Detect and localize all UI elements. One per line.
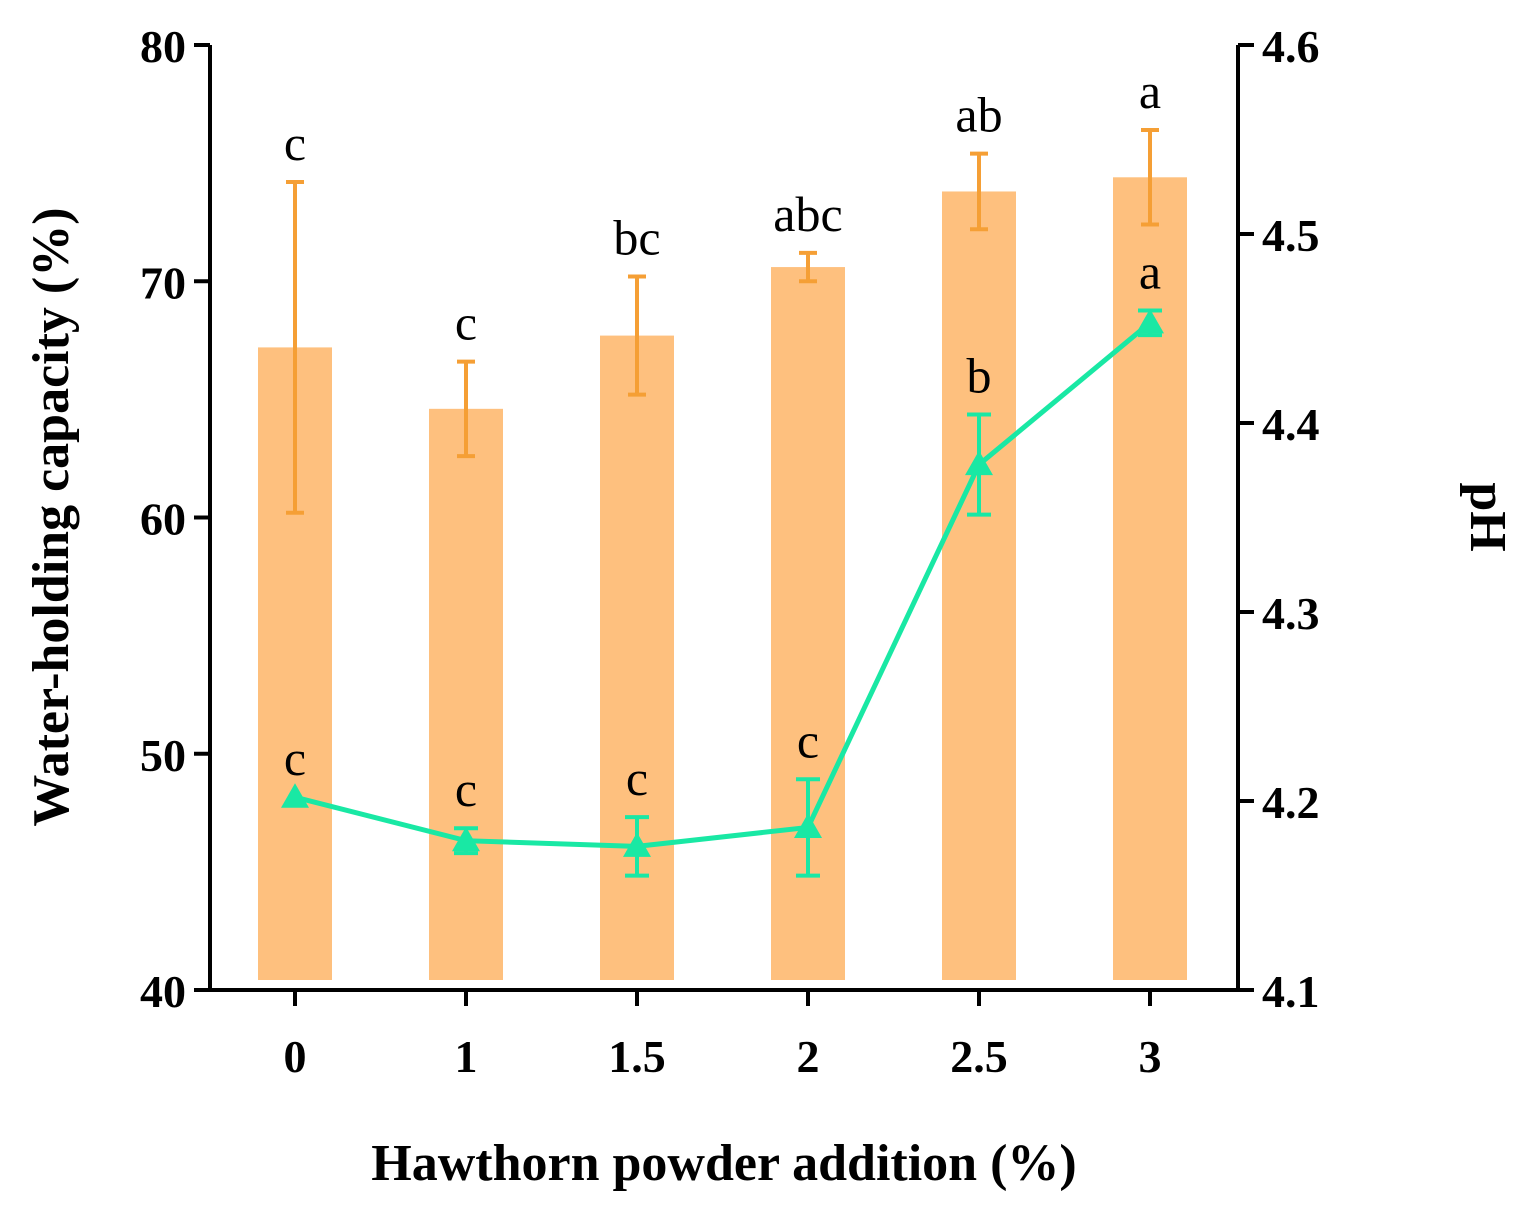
bar-1.5 — [600, 335, 674, 980]
bar-series — [258, 177, 1187, 981]
y2-tick-label-4.3: 4.3 — [1262, 588, 1320, 639]
y-tick-label-50: 50 — [140, 730, 186, 781]
x-axis-title: Hawthorn powder addition (%) — [371, 1135, 1076, 1192]
ph-point-2.5 — [965, 450, 993, 476]
bar-error-bars — [286, 128, 1159, 515]
bar-sig-label-1.5: bc — [613, 210, 660, 266]
bar-sig-label-1: c — [455, 295, 477, 351]
ph-sig-label-3: a — [1139, 244, 1161, 300]
ph-line — [294, 320, 1152, 849]
y-tick-label-60: 60 — [140, 494, 186, 545]
y2-tick-label-4.4: 4.4 — [1262, 399, 1320, 450]
x-tick-label-2: 2 — [797, 1031, 820, 1082]
x-tick-label-3: 3 — [1139, 1031, 1162, 1082]
significance-labels: c c bc abc ab a c c c c b a — [284, 63, 1161, 817]
ph-sig-label-2.5: b — [967, 347, 992, 403]
y2-tick-label-4.6: 4.6 — [1262, 21, 1320, 72]
bar-sig-label-3: a — [1139, 63, 1161, 119]
ph-sig-label-1.5: c — [626, 750, 648, 806]
ph-point-3 — [1136, 308, 1164, 334]
x-tick-label-1.5: 1.5 — [608, 1031, 666, 1082]
ph-sig-label-0: c — [284, 730, 306, 786]
y-tick-label-70: 70 — [140, 257, 186, 308]
ph-sig-label-2: c — [797, 712, 819, 768]
y2-tick-label-4.1: 4.1 — [1262, 966, 1320, 1017]
ph-point-0 — [281, 783, 309, 808]
ph-point-1 — [452, 826, 480, 852]
bar-sig-label-0: c — [284, 115, 306, 171]
ph-sig-label-1: c — [455, 761, 477, 817]
bar-1 — [429, 408, 503, 980]
y-tick-label-40: 40 — [140, 966, 186, 1017]
x-tick-label-0: 0 — [284, 1031, 307, 1082]
y2-tick-label-4.5: 4.5 — [1262, 210, 1320, 261]
y2-tick-label-4.2: 4.2 — [1262, 777, 1320, 828]
y-axis-title: Water-holding capacity (%) — [23, 207, 80, 826]
ph-point-1.5 — [623, 832, 651, 857]
ph-point-2 — [794, 813, 822, 838]
y-tick-label-80: 80 — [140, 21, 186, 72]
x-tick-label-2.5: 2.5 — [950, 1031, 1008, 1082]
axes: 40 50 60 70 80 4.1 4.2 4.3 4.4 4.5 4.6 0 1 1.5 2 2.5 3 — [140, 21, 1320, 1082]
y2-axis-title: pH — [1459, 482, 1516, 551]
bar-2.5 — [942, 191, 1016, 981]
bar-sig-label-2.5: ab — [955, 87, 1002, 143]
x-tick-label-1: 1 — [455, 1031, 478, 1082]
ph-line-series — [281, 308, 1164, 878]
bar-sig-label-2: abc — [773, 186, 842, 242]
